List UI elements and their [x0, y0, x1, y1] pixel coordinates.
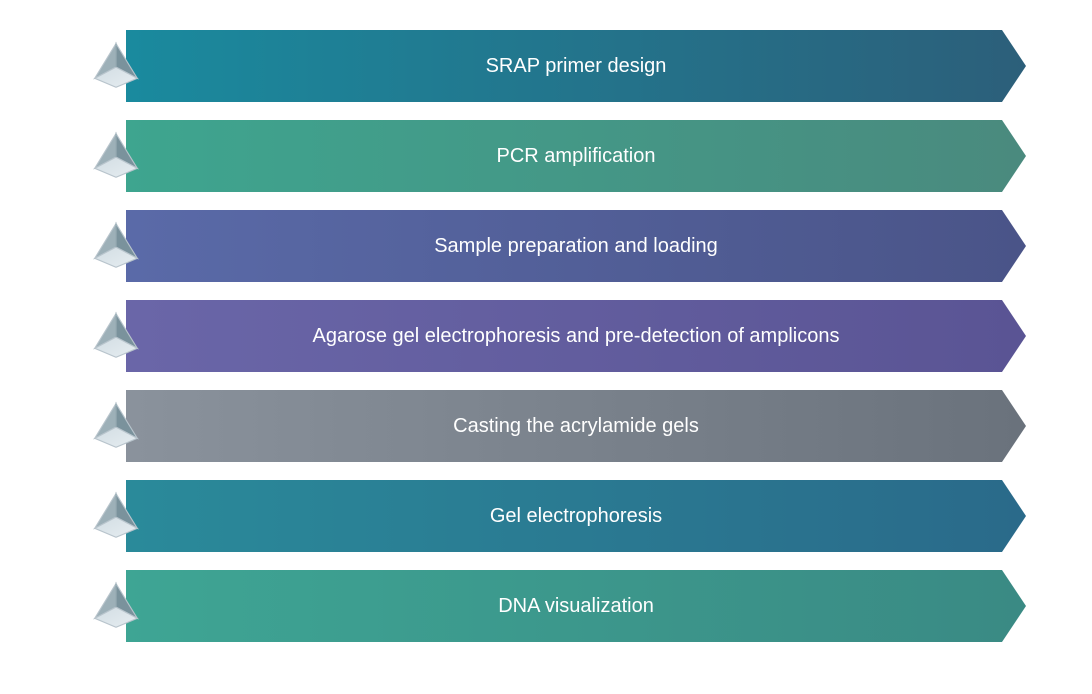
arrowhead-icon: [88, 128, 144, 184]
step-bar: Agarose gel electrophoresis and pre-dete…: [126, 300, 1026, 372]
step-bar: Casting the acrylamide gels: [126, 390, 1026, 462]
step-bar: SRAP primer design: [126, 30, 1026, 102]
step-bar: DNA visualization: [126, 570, 1026, 642]
process-step: DNA visualization: [126, 570, 1026, 642]
step-label: SRAP primer design: [486, 55, 667, 78]
process-step: Agarose gel electrophoresis and pre-dete…: [126, 300, 1026, 372]
arrowhead-icon: [88, 218, 144, 274]
step-bar: Gel electrophoresis: [126, 480, 1026, 552]
arrowhead-icon: [88, 488, 144, 544]
step-arrow-icon: [88, 578, 144, 634]
step-bar: Sample preparation and loading: [126, 210, 1026, 282]
step-arrow-icon: [88, 38, 144, 94]
step-arrow-icon: [88, 488, 144, 544]
process-step: Casting the acrylamide gels: [126, 390, 1026, 462]
step-label: Casting the acrylamide gels: [453, 415, 699, 438]
step-label: PCR amplification: [497, 145, 656, 168]
step-arrow-icon: [88, 128, 144, 184]
step-label: Gel electrophoresis: [490, 505, 662, 528]
process-step: Sample preparation and loading: [126, 210, 1026, 282]
step-arrow-icon: [88, 308, 144, 364]
arrowhead-icon: [88, 38, 144, 94]
step-arrow-icon: [88, 218, 144, 274]
process-flow-container: SRAP primer design PCR amplification Sam…: [0, 30, 1092, 642]
step-label: Sample preparation and loading: [434, 235, 718, 258]
step-arrow-icon: [88, 398, 144, 454]
arrowhead-icon: [88, 578, 144, 634]
step-label: Agarose gel electrophoresis and pre-dete…: [313, 325, 840, 348]
step-label: DNA visualization: [498, 595, 654, 618]
step-bar: PCR amplification: [126, 120, 1026, 192]
process-step: SRAP primer design: [126, 30, 1026, 102]
process-step: Gel electrophoresis: [126, 480, 1026, 552]
arrowhead-icon: [88, 398, 144, 454]
arrowhead-icon: [88, 308, 144, 364]
process-step: PCR amplification: [126, 120, 1026, 192]
